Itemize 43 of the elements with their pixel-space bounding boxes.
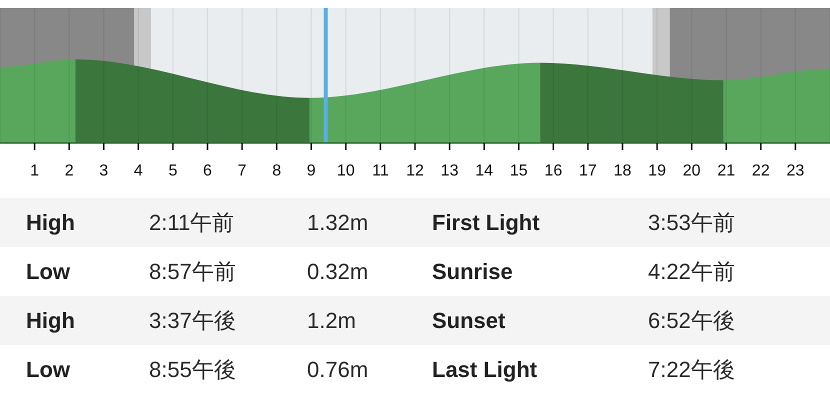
x-tick-label: 13 [440,162,459,180]
x-tick-label: 18 [614,162,632,180]
x-tick-label: 7 [238,162,247,180]
text: 8:57午前 [149,258,236,286]
text: 3:37午後 [149,307,236,335]
text: First Light [432,209,540,237]
text: 1.32m [307,209,368,237]
text: Last Light [432,356,538,384]
x-tick-label: 6 [203,162,212,180]
text: 0.32m [307,258,368,286]
text: 0.76m [307,356,368,384]
x-tick-label: 21 [717,162,736,180]
text: 1.2m [307,307,356,335]
text: High [26,209,75,237]
x-tick-label: 4 [134,162,143,180]
x-tick-label: 20 [682,162,701,180]
text: 3:53午前 [648,209,735,237]
x-tick-label: 8 [272,162,282,180]
text: Sunset [432,307,506,335]
x-tick-label: 11 [372,162,389,180]
text: Sunrise [432,258,513,286]
x-tick-label: 10 [336,162,355,180]
x-tick-label: 17 [579,162,597,180]
x-tick-label: 5 [168,162,178,180]
x-tick-label: 1 [30,162,40,180]
text: 8:55午後 [149,356,236,384]
x-tick-label: 22 [752,162,770,180]
x-tick-label: 12 [406,162,424,180]
x-tick-label: 15 [510,162,528,180]
text: 2:11午前 [149,209,234,237]
x-tick-label: 16 [544,162,562,180]
x-tick-label: 14 [475,162,494,180]
x-tick-label: 2 [64,162,74,180]
text: 7:22午後 [648,356,735,384]
text: 6:52午後 [648,307,735,335]
text: Low [26,356,70,384]
text: High [26,307,75,335]
x-tick-label: 3 [99,162,108,180]
x-tick-label: 19 [648,162,666,180]
text: 4:22午前 [648,258,735,286]
text: Low [26,258,70,286]
x-tick-label: 9 [306,162,316,180]
x-tick-label: 23 [786,162,804,180]
